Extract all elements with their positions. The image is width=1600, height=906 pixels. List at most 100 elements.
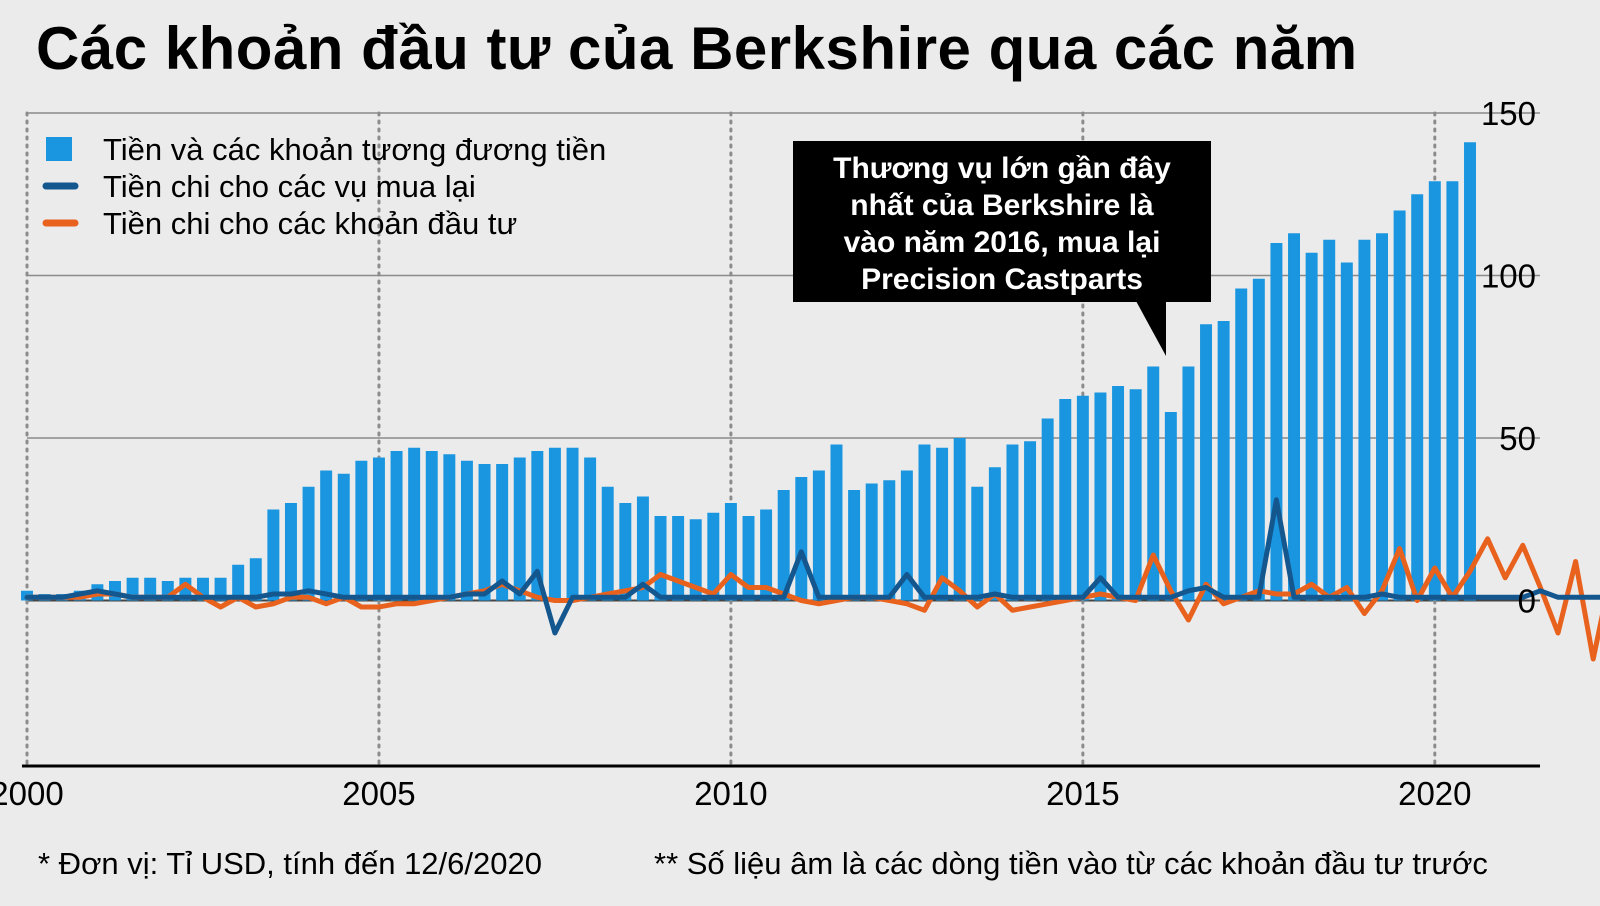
footnote-unit: * Đơn vị: Tỉ USD, tính đến 12/6/2020 xyxy=(38,846,542,881)
cash-bar xyxy=(531,451,544,601)
cash-bar xyxy=(584,457,597,601)
cash-bar xyxy=(1235,288,1248,601)
footnote-negative: ** Số liệu âm là các dòng tiền vào từ cá… xyxy=(654,846,1488,881)
cash-bar xyxy=(1252,278,1265,601)
cash-bar xyxy=(249,558,262,601)
cash-bar xyxy=(1376,233,1388,601)
cash-bar xyxy=(1340,262,1353,601)
cash-bar xyxy=(390,451,403,601)
cash-bar xyxy=(566,447,579,601)
cash-bar xyxy=(1217,321,1230,601)
cash-bar xyxy=(320,470,333,601)
cash-bar xyxy=(1288,233,1301,601)
cash-bar xyxy=(1182,366,1195,601)
cash-bar xyxy=(1164,412,1177,601)
callout-box xyxy=(793,141,1211,302)
cash-bar xyxy=(496,464,509,601)
cash-bar xyxy=(179,577,192,601)
legend-swatch-cash xyxy=(46,137,72,161)
cash-bar xyxy=(1358,239,1371,601)
cash-bar xyxy=(408,447,421,601)
cash-bar xyxy=(1200,324,1213,601)
cash-bar xyxy=(1147,366,1160,601)
cash-bar xyxy=(936,447,949,601)
cash-bar xyxy=(284,503,297,601)
cash-bar xyxy=(1323,239,1336,601)
investment-line xyxy=(24,536,1600,662)
cash-bar xyxy=(1076,395,1089,601)
cash-bars xyxy=(21,142,1476,601)
cash-bar xyxy=(1112,386,1125,601)
cash-bar xyxy=(742,516,755,601)
cash-bar xyxy=(161,581,174,601)
x-tick-label: 2010 xyxy=(694,775,767,812)
x-tick-label: 2005 xyxy=(342,775,415,812)
cash-bar xyxy=(1041,418,1054,601)
chart-title: Các khoản đầu tư của Berkshire qua các n… xyxy=(36,15,1358,82)
cash-bar xyxy=(109,581,121,601)
cash-bar xyxy=(619,503,632,601)
cash-bar xyxy=(707,512,720,601)
cash-bar xyxy=(971,486,984,601)
cash-bar xyxy=(267,509,280,601)
cash-bar xyxy=(425,451,438,601)
cash-bar xyxy=(1059,399,1072,601)
series-lines xyxy=(24,497,1600,662)
y-tick-label: 150 xyxy=(1481,95,1536,132)
cash-bar xyxy=(1024,441,1037,601)
cash-bar xyxy=(513,457,526,601)
callout-text-line: Precision Castparts xyxy=(861,263,1143,296)
cash-bar xyxy=(443,454,456,601)
cash-bar xyxy=(337,473,350,601)
cash-bar xyxy=(302,486,315,601)
cash-bar xyxy=(372,457,385,601)
cash-bar xyxy=(355,460,368,601)
cash-bar xyxy=(760,509,773,601)
cash-bar xyxy=(900,470,913,601)
legend-label: Tiền chi cho các vụ mua lại xyxy=(103,169,476,204)
cash-bar xyxy=(777,490,790,601)
cash-bar xyxy=(1411,194,1424,601)
cash-bar xyxy=(196,577,209,601)
cash-bar xyxy=(1393,210,1406,601)
cash-bar xyxy=(654,516,667,601)
y-tick-label: 50 xyxy=(1499,420,1536,457)
cash-bar xyxy=(548,447,561,601)
y-axis-ticks: 150 100 50 0 xyxy=(1481,95,1536,620)
cash-bar xyxy=(1270,243,1283,601)
cash-bar xyxy=(1094,392,1107,601)
x-tick-label: 2020 xyxy=(1398,775,1471,812)
cash-bar xyxy=(1305,252,1318,601)
cash-bar xyxy=(883,480,896,601)
cash-bar xyxy=(1428,181,1441,601)
buyback-line xyxy=(24,497,1600,636)
cash-bar xyxy=(214,577,227,601)
x-axis: 2000 2005 2010 2015 2020 xyxy=(0,764,1540,812)
callout-pointer xyxy=(1136,301,1166,356)
cash-bar xyxy=(848,490,861,601)
callout-text-line: nhất của Berkshire là xyxy=(850,189,1154,222)
cash-bar xyxy=(830,444,843,601)
legend-label: Tiền và các khoản tương đương tiền xyxy=(103,132,606,167)
cash-bar xyxy=(460,460,473,601)
cash-bar xyxy=(689,519,702,601)
cash-bar xyxy=(1006,444,1019,601)
cash-bar xyxy=(144,577,157,601)
cash-bar xyxy=(126,577,139,601)
cash-bar xyxy=(724,503,737,601)
annotation-callout: Thương vụ lớn gần đây nhất của Berkshire … xyxy=(793,141,1211,356)
x-tick-label: 2015 xyxy=(1046,775,1119,812)
cash-bar xyxy=(918,444,931,601)
cash-bar xyxy=(232,564,245,601)
cash-bar xyxy=(953,438,966,601)
x-tick-label: 2000 xyxy=(0,775,64,812)
legend-label: Tiền chi cho các khoản đầu tư xyxy=(103,206,517,241)
cash-bar xyxy=(795,477,808,601)
cash-bar xyxy=(478,464,491,601)
callout-text-line: Thương vụ lớn gần đây xyxy=(833,152,1171,185)
cash-bar xyxy=(672,516,685,601)
callout-text-line: vào năm 2016, mua lại xyxy=(844,226,1161,259)
cash-bar xyxy=(812,470,825,601)
